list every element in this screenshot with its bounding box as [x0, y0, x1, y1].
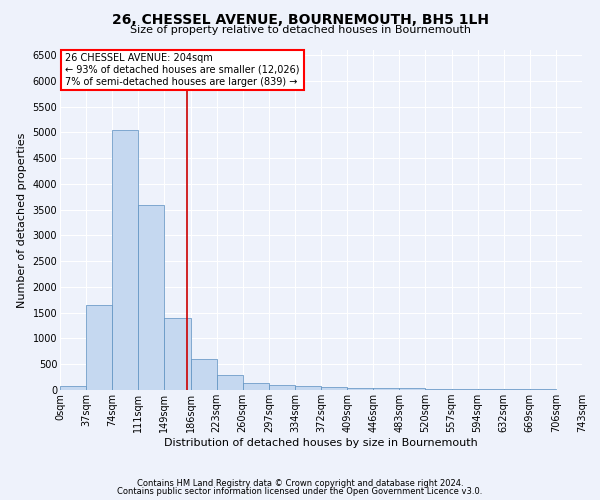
Text: Contains public sector information licensed under the Open Government Licence v3: Contains public sector information licen… — [118, 487, 482, 496]
Text: Size of property relative to detached houses in Bournemouth: Size of property relative to detached ho… — [130, 25, 470, 35]
Bar — [452, 389, 478, 390]
Text: Contains HM Land Registry data © Crown copyright and database right 2024.: Contains HM Land Registry data © Crown c… — [137, 478, 463, 488]
Bar — [60, 386, 86, 390]
Bar — [425, 388, 452, 390]
Bar — [373, 388, 400, 390]
X-axis label: Distribution of detached houses by size in Bournemouth: Distribution of detached houses by size … — [164, 438, 478, 448]
Bar — [478, 389, 504, 390]
Bar — [112, 130, 139, 390]
Bar — [400, 388, 425, 390]
Bar — [164, 318, 191, 390]
Bar — [86, 305, 112, 390]
Bar — [191, 358, 217, 390]
Bar — [217, 375, 243, 390]
Bar — [295, 386, 321, 390]
Bar — [347, 388, 373, 390]
Bar — [269, 386, 295, 390]
Y-axis label: Number of detached properties: Number of detached properties — [17, 132, 27, 308]
Text: 26, CHESSEL AVENUE, BOURNEMOUTH, BH5 1LH: 26, CHESSEL AVENUE, BOURNEMOUTH, BH5 1LH — [112, 12, 488, 26]
Bar — [321, 388, 347, 390]
Text: 26 CHESSEL AVENUE: 204sqm
← 93% of detached houses are smaller (12,026)
7% of se: 26 CHESSEL AVENUE: 204sqm ← 93% of detac… — [65, 54, 300, 86]
Bar — [139, 204, 164, 390]
Bar — [243, 383, 269, 390]
